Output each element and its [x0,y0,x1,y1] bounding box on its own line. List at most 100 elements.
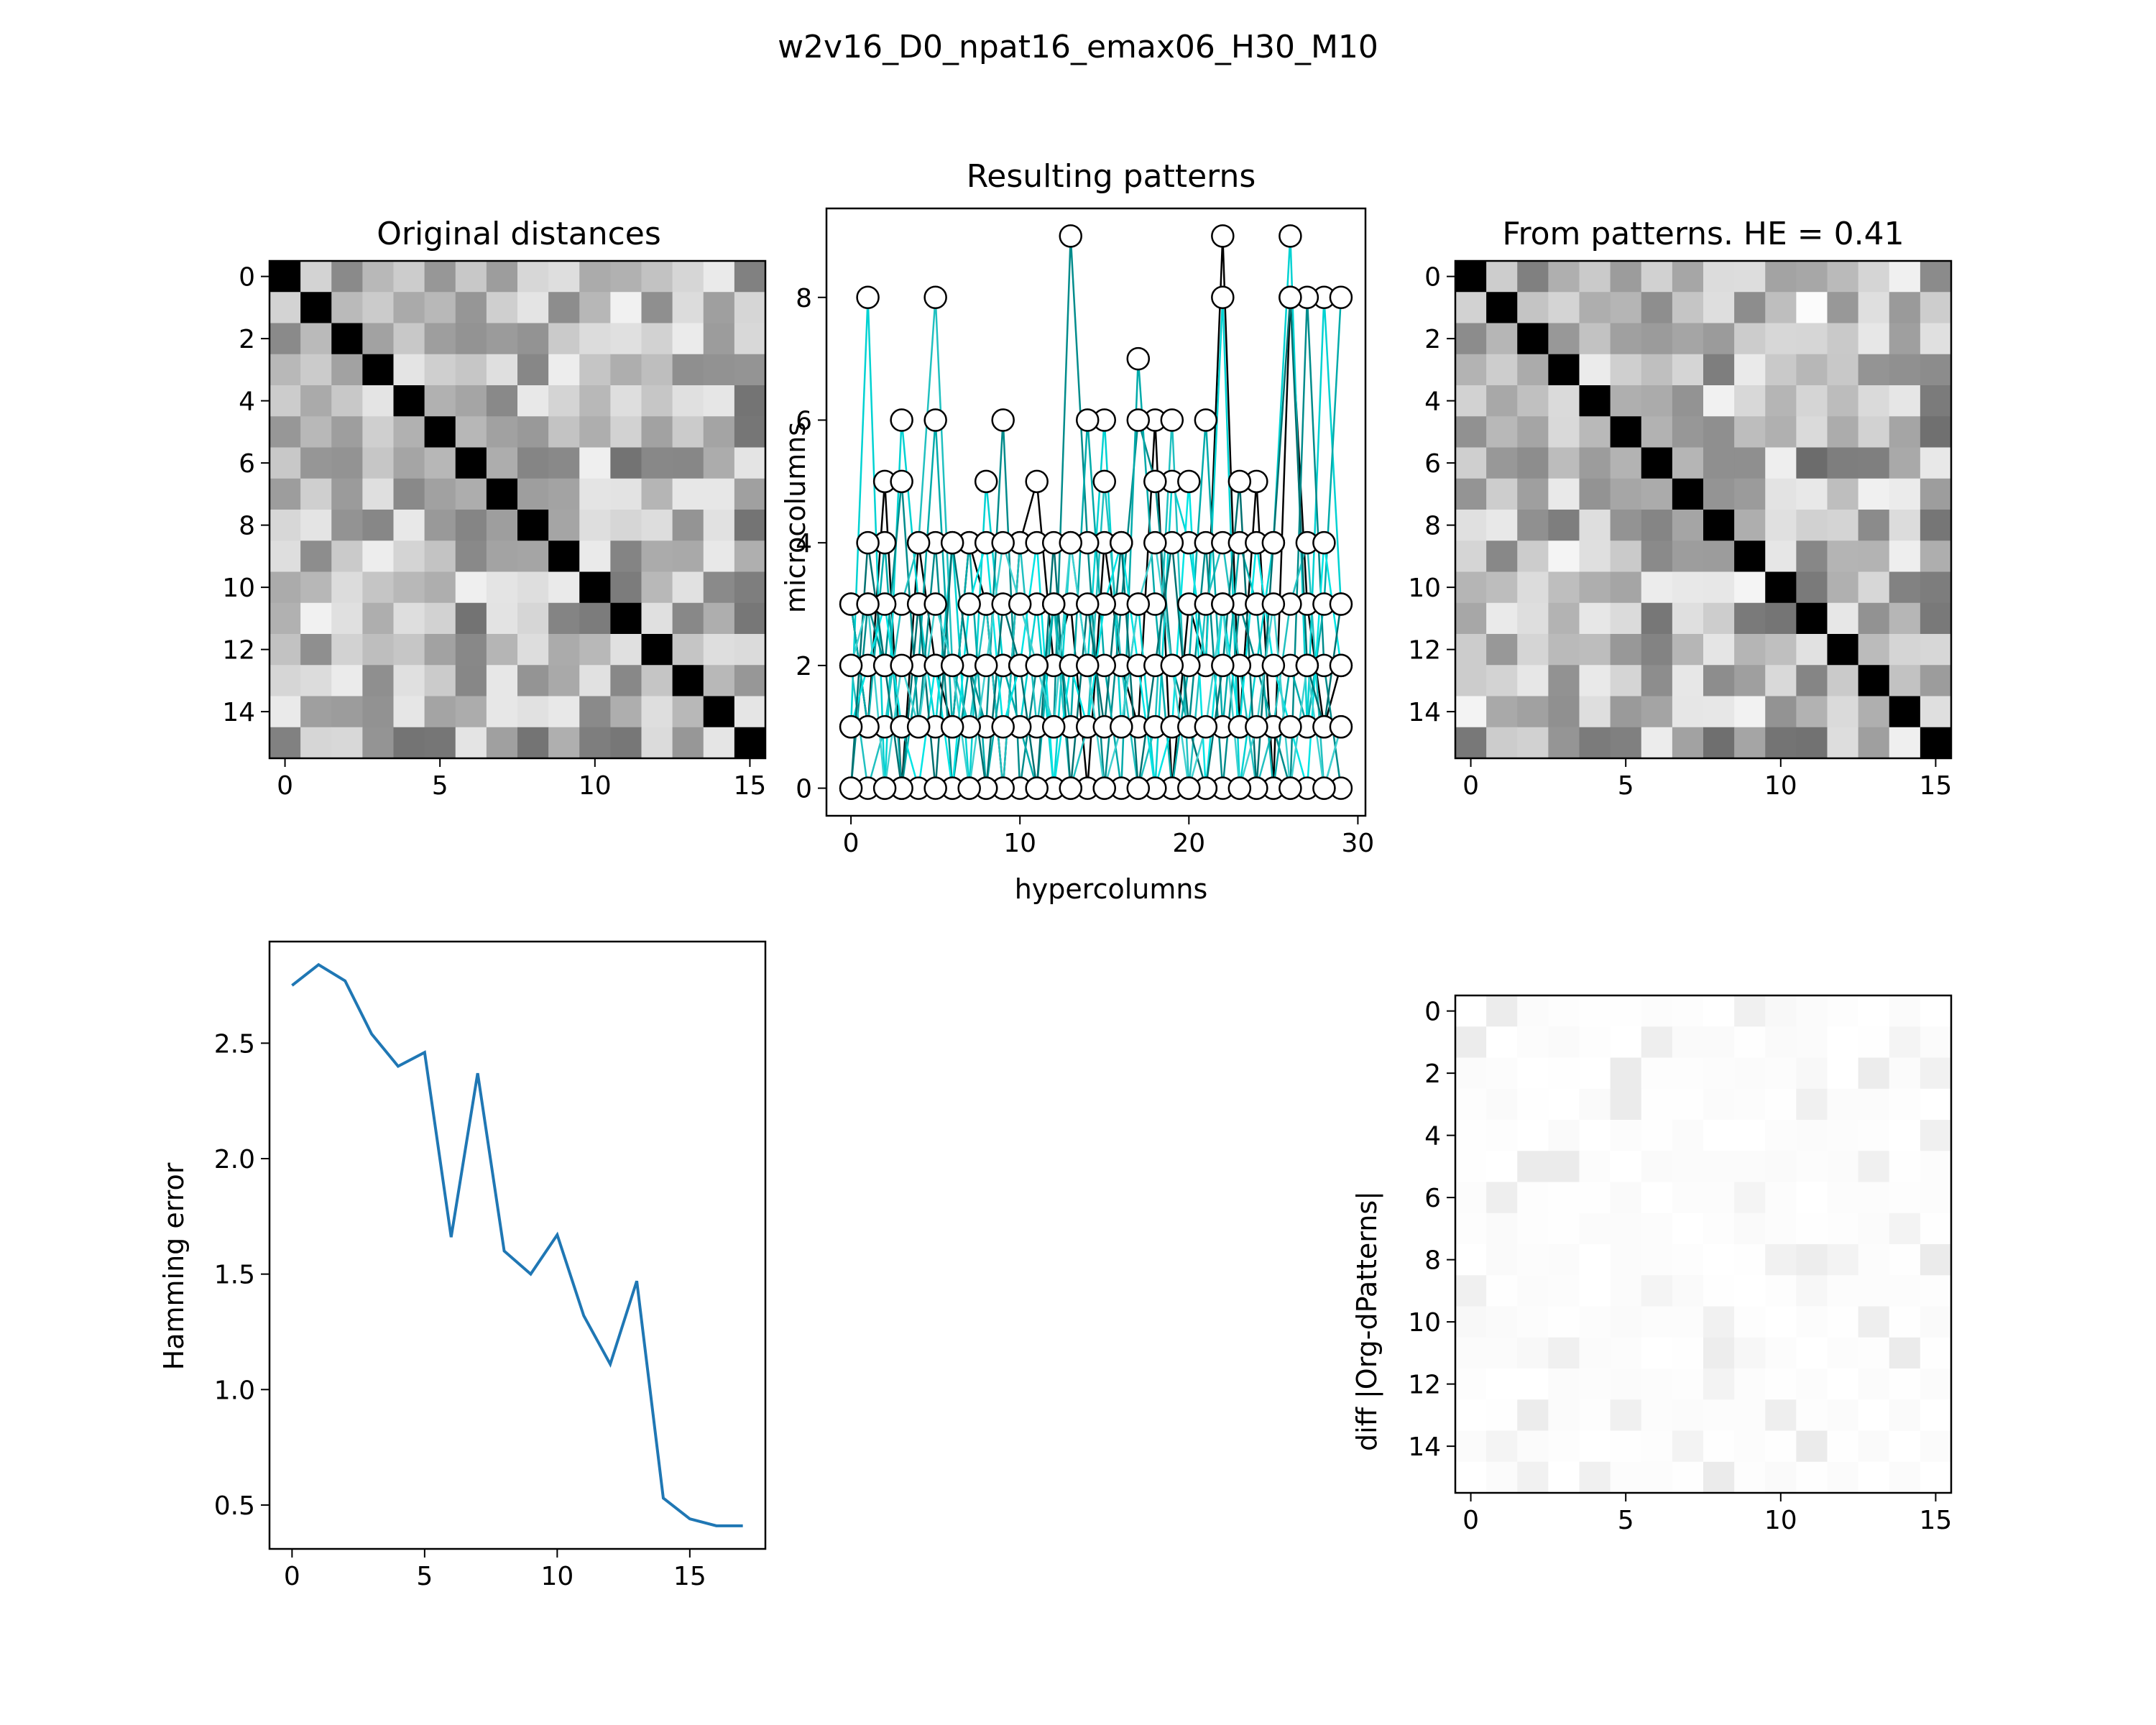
heatmap-cell [1455,1213,1487,1245]
heatmap-cell [1548,665,1580,697]
heatmap-cell [486,510,518,541]
heatmap-cell [1486,1182,1518,1214]
heatmap-cell [1517,696,1549,728]
pattern-marker [1126,346,1151,371]
heatmap-cell [1579,1461,1611,1494]
heatmap-cell [672,292,704,324]
heatmap-cell [1641,1057,1673,1090]
heatmap-cell [1579,1057,1611,1090]
heatmap-cell [1517,727,1549,759]
heatmap-cell [1827,261,1859,293]
y-tick-label: 14 [222,698,255,727]
heatmap-cell [517,385,549,417]
heatmap-cell [703,665,735,697]
heatmap-cell [1703,1399,1735,1432]
pattern-marker [1143,469,1167,494]
heatmap-cell [703,602,735,635]
heatmap-cell [672,261,704,293]
heatmap-cell [1548,696,1580,728]
heatmap-cell [641,447,673,479]
heatmap-cell [1858,995,1890,1027]
heatmap-cell [1858,1151,1890,1183]
heatmap-cell [1672,602,1704,635]
heatmap-cell [1827,1368,1859,1400]
heatmap-cell [1920,634,1952,666]
heatmap-cell [1920,1399,1952,1432]
pattern-marker [906,530,931,555]
heatmap-cell [1455,995,1487,1027]
pattern-marker [1211,285,1235,310]
heatmap-cell [1765,1306,1797,1338]
heatmap-cell [1765,1244,1797,1276]
heatmap-cell [331,354,363,386]
heatmap-cell [1455,1057,1487,1090]
heatmap-cell [1889,1151,1921,1183]
heatmap-cell [517,323,549,355]
heatmap-cell [1734,385,1766,417]
heatmap-cell [548,510,580,541]
pattern-marker [1329,592,1353,616]
y-tick-label: 2 [1424,1059,1441,1089]
heatmap-cell [610,416,642,448]
heatmap-cell [455,540,487,573]
heatmap-cell [517,634,549,666]
heatmap-cell [1796,1399,1828,1432]
heatmap-cell [1641,1399,1673,1432]
heatmap-cell [1548,995,1580,1027]
heatmap-cell [1920,354,1952,386]
heatmap-cell [734,602,766,635]
heatmap-cell [579,727,611,759]
heatmap-cell [1703,447,1735,479]
heatmap-cell [1703,571,1735,604]
heatmap-cell [1455,1306,1487,1338]
heatmap-cell [270,478,301,510]
heatmap-cell [1672,1120,1704,1151]
heatmap-cell [1858,1337,1890,1369]
heatmap-cell [1765,665,1797,697]
heatmap-cell [1920,571,1952,604]
heatmap-cell [1765,1461,1797,1494]
heatmap-cell [270,292,301,324]
heatmap-cell [486,602,518,635]
heatmap-cell [1610,1151,1642,1183]
y-tick-label: 6 [1424,1184,1441,1213]
heatmap-cell [703,447,735,479]
heatmap-cell [734,416,766,448]
heatmap-cell [1827,995,1859,1027]
heatmap-cell [1703,1057,1735,1090]
heatmap-cell [517,354,549,386]
heatmap-cell [1486,323,1518,355]
heatmap-cell [1517,1026,1549,1059]
heatmap-cell [548,727,580,759]
heatmap-cell [1858,292,1890,324]
heatmap-cell [455,727,487,759]
heatmap-cell [1579,478,1611,510]
heatmap-cell [1889,478,1921,510]
heatmap-cell [1858,261,1890,293]
heatmap-cell [1548,1368,1580,1400]
heatmap-cell [1889,1182,1921,1214]
heatmap-cell [734,354,766,386]
heatmap-cell [1641,571,1673,604]
heatmap-cell [424,354,456,386]
heatmap-cell [1920,510,1952,541]
heatmap-cell [1827,1430,1859,1463]
heatmap-cell [1517,634,1549,666]
heatmap-cell [1734,1244,1766,1276]
hamming-error-ylabel: Hamming error [158,1162,190,1370]
y-tick-label: 2 [1424,325,1441,354]
heatmap-cell [1889,447,1921,479]
heatmap-cell [1579,1213,1611,1245]
resulting-patterns-frame [825,207,1367,817]
heatmap-cell [1672,540,1704,573]
pattern-marker [1041,592,1066,616]
heatmap-cell [331,571,363,604]
heatmap-cell [1703,510,1735,541]
heatmap-cell [641,323,673,355]
pattern-marker [1177,469,1201,494]
heatmap-cell [362,292,395,324]
y-tick-label: 14 [1408,698,1441,727]
heatmap-cell [548,323,580,355]
heatmap-cell [517,292,549,324]
pattern-marker [974,469,998,494]
